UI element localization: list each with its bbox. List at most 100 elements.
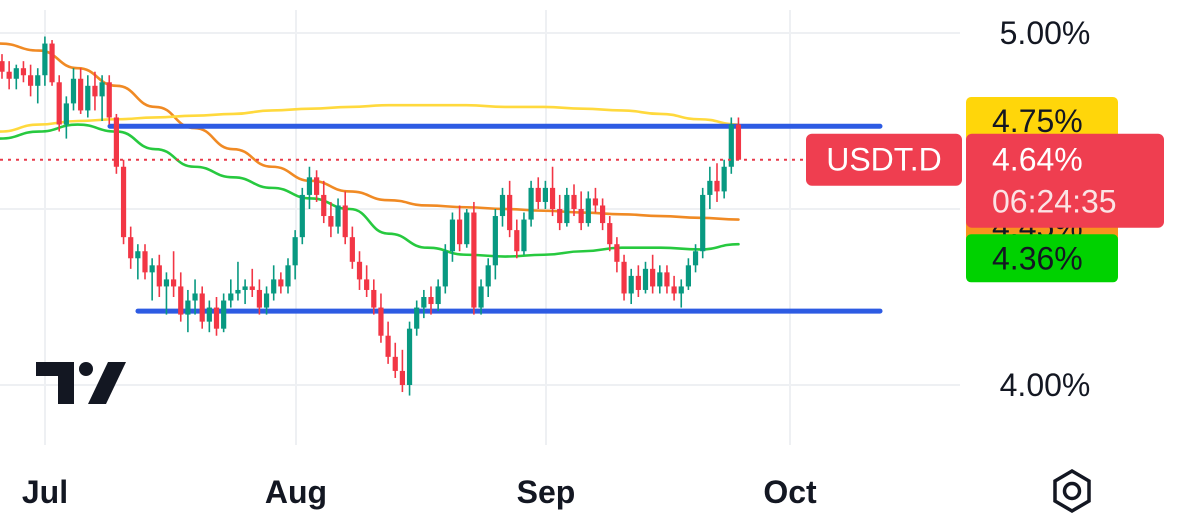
x-tick-label: Aug (265, 474, 327, 510)
candle (635, 265, 641, 297)
candle (178, 272, 184, 322)
candle (321, 180, 327, 224)
candle (457, 205, 463, 252)
candle (6, 61, 12, 90)
candle (735, 117, 742, 160)
candle (728, 117, 734, 174)
ma-value-text: 4.75% (992, 103, 1083, 139)
x-tick-label: Oct (763, 474, 817, 510)
candle (535, 177, 541, 209)
candle (185, 289, 191, 333)
candle (621, 254, 627, 301)
candle (371, 279, 377, 315)
candle (657, 265, 663, 294)
candle (206, 300, 212, 333)
candle (13, 64, 19, 90)
candle (342, 191, 348, 245)
candle (221, 293, 227, 333)
candle (585, 191, 591, 227)
candle (335, 198, 341, 234)
candle (199, 286, 205, 329)
candle (299, 187, 305, 245)
ma-value-text: 4.36% (992, 240, 1083, 276)
candle (120, 159, 127, 245)
candle (56, 75, 62, 132)
settings-icon[interactable] (1053, 468, 1091, 514)
candle (63, 96, 69, 139)
candle (235, 261, 241, 301)
x-tick-label: Sep (517, 474, 576, 510)
candle (364, 265, 370, 297)
candle (492, 209, 498, 280)
candle (464, 209, 470, 248)
candle (278, 272, 284, 294)
candle (35, 68, 41, 104)
candle (564, 187, 570, 227)
moving-averages (0, 42, 740, 258)
candle (263, 286, 270, 315)
candle (449, 212, 456, 262)
moving-average-line (0, 123, 740, 258)
candle (514, 219, 520, 259)
candle (285, 258, 291, 294)
candle (163, 272, 170, 315)
candle (328, 201, 334, 238)
candle (78, 68, 84, 114)
candle (392, 342, 398, 378)
candle (242, 279, 248, 305)
last-price-value: 4.64% (992, 142, 1083, 178)
candle (385, 321, 391, 364)
candle (700, 187, 706, 259)
candle (42, 36, 48, 86)
candle (70, 68, 77, 111)
candle (192, 279, 198, 315)
candle (135, 244, 141, 280)
candle (421, 289, 427, 319)
candle (292, 230, 298, 280)
candle (113, 113, 119, 174)
candle (642, 261, 649, 294)
candle (628, 268, 634, 305)
candle (171, 251, 177, 297)
x-axis: Jul Aug Sep Oct (22, 474, 817, 510)
candle (85, 75, 91, 118)
candle (614, 237, 620, 273)
candle (414, 300, 420, 336)
candle (507, 180, 513, 238)
candle (521, 212, 527, 255)
candle (478, 279, 484, 315)
candle (471, 201, 477, 315)
candle (650, 254, 656, 294)
candle (578, 191, 584, 231)
candle (607, 216, 613, 252)
candle (49, 40, 55, 86)
candle (549, 166, 556, 217)
candle (692, 244, 699, 273)
candle (142, 244, 148, 280)
last-price-badge: 4.64% 06:24:35 (966, 133, 1164, 228)
candle (306, 166, 313, 209)
y-tick-label: 5.00% (1000, 15, 1091, 51)
bar-countdown: 06:24:35 (992, 184, 1117, 220)
y-tick-label: 4.00% (1000, 367, 1091, 403)
candle (571, 184, 577, 217)
ma-value-badge: 4.36% (966, 234, 1118, 283)
candle (213, 297, 220, 336)
candle (156, 254, 162, 297)
candle (378, 293, 384, 343)
candle (664, 265, 670, 294)
candle (685, 258, 691, 290)
candle (528, 180, 534, 227)
candle (228, 279, 234, 308)
candle (314, 170, 320, 202)
candle (721, 159, 727, 199)
candle (678, 279, 684, 308)
candle (557, 194, 563, 231)
candle (707, 166, 713, 209)
candle (714, 163, 720, 202)
grid-lines (0, 10, 960, 445)
candle (349, 226, 355, 269)
candle (600, 198, 606, 231)
horizontal-levels[interactable] (107, 123, 883, 314)
